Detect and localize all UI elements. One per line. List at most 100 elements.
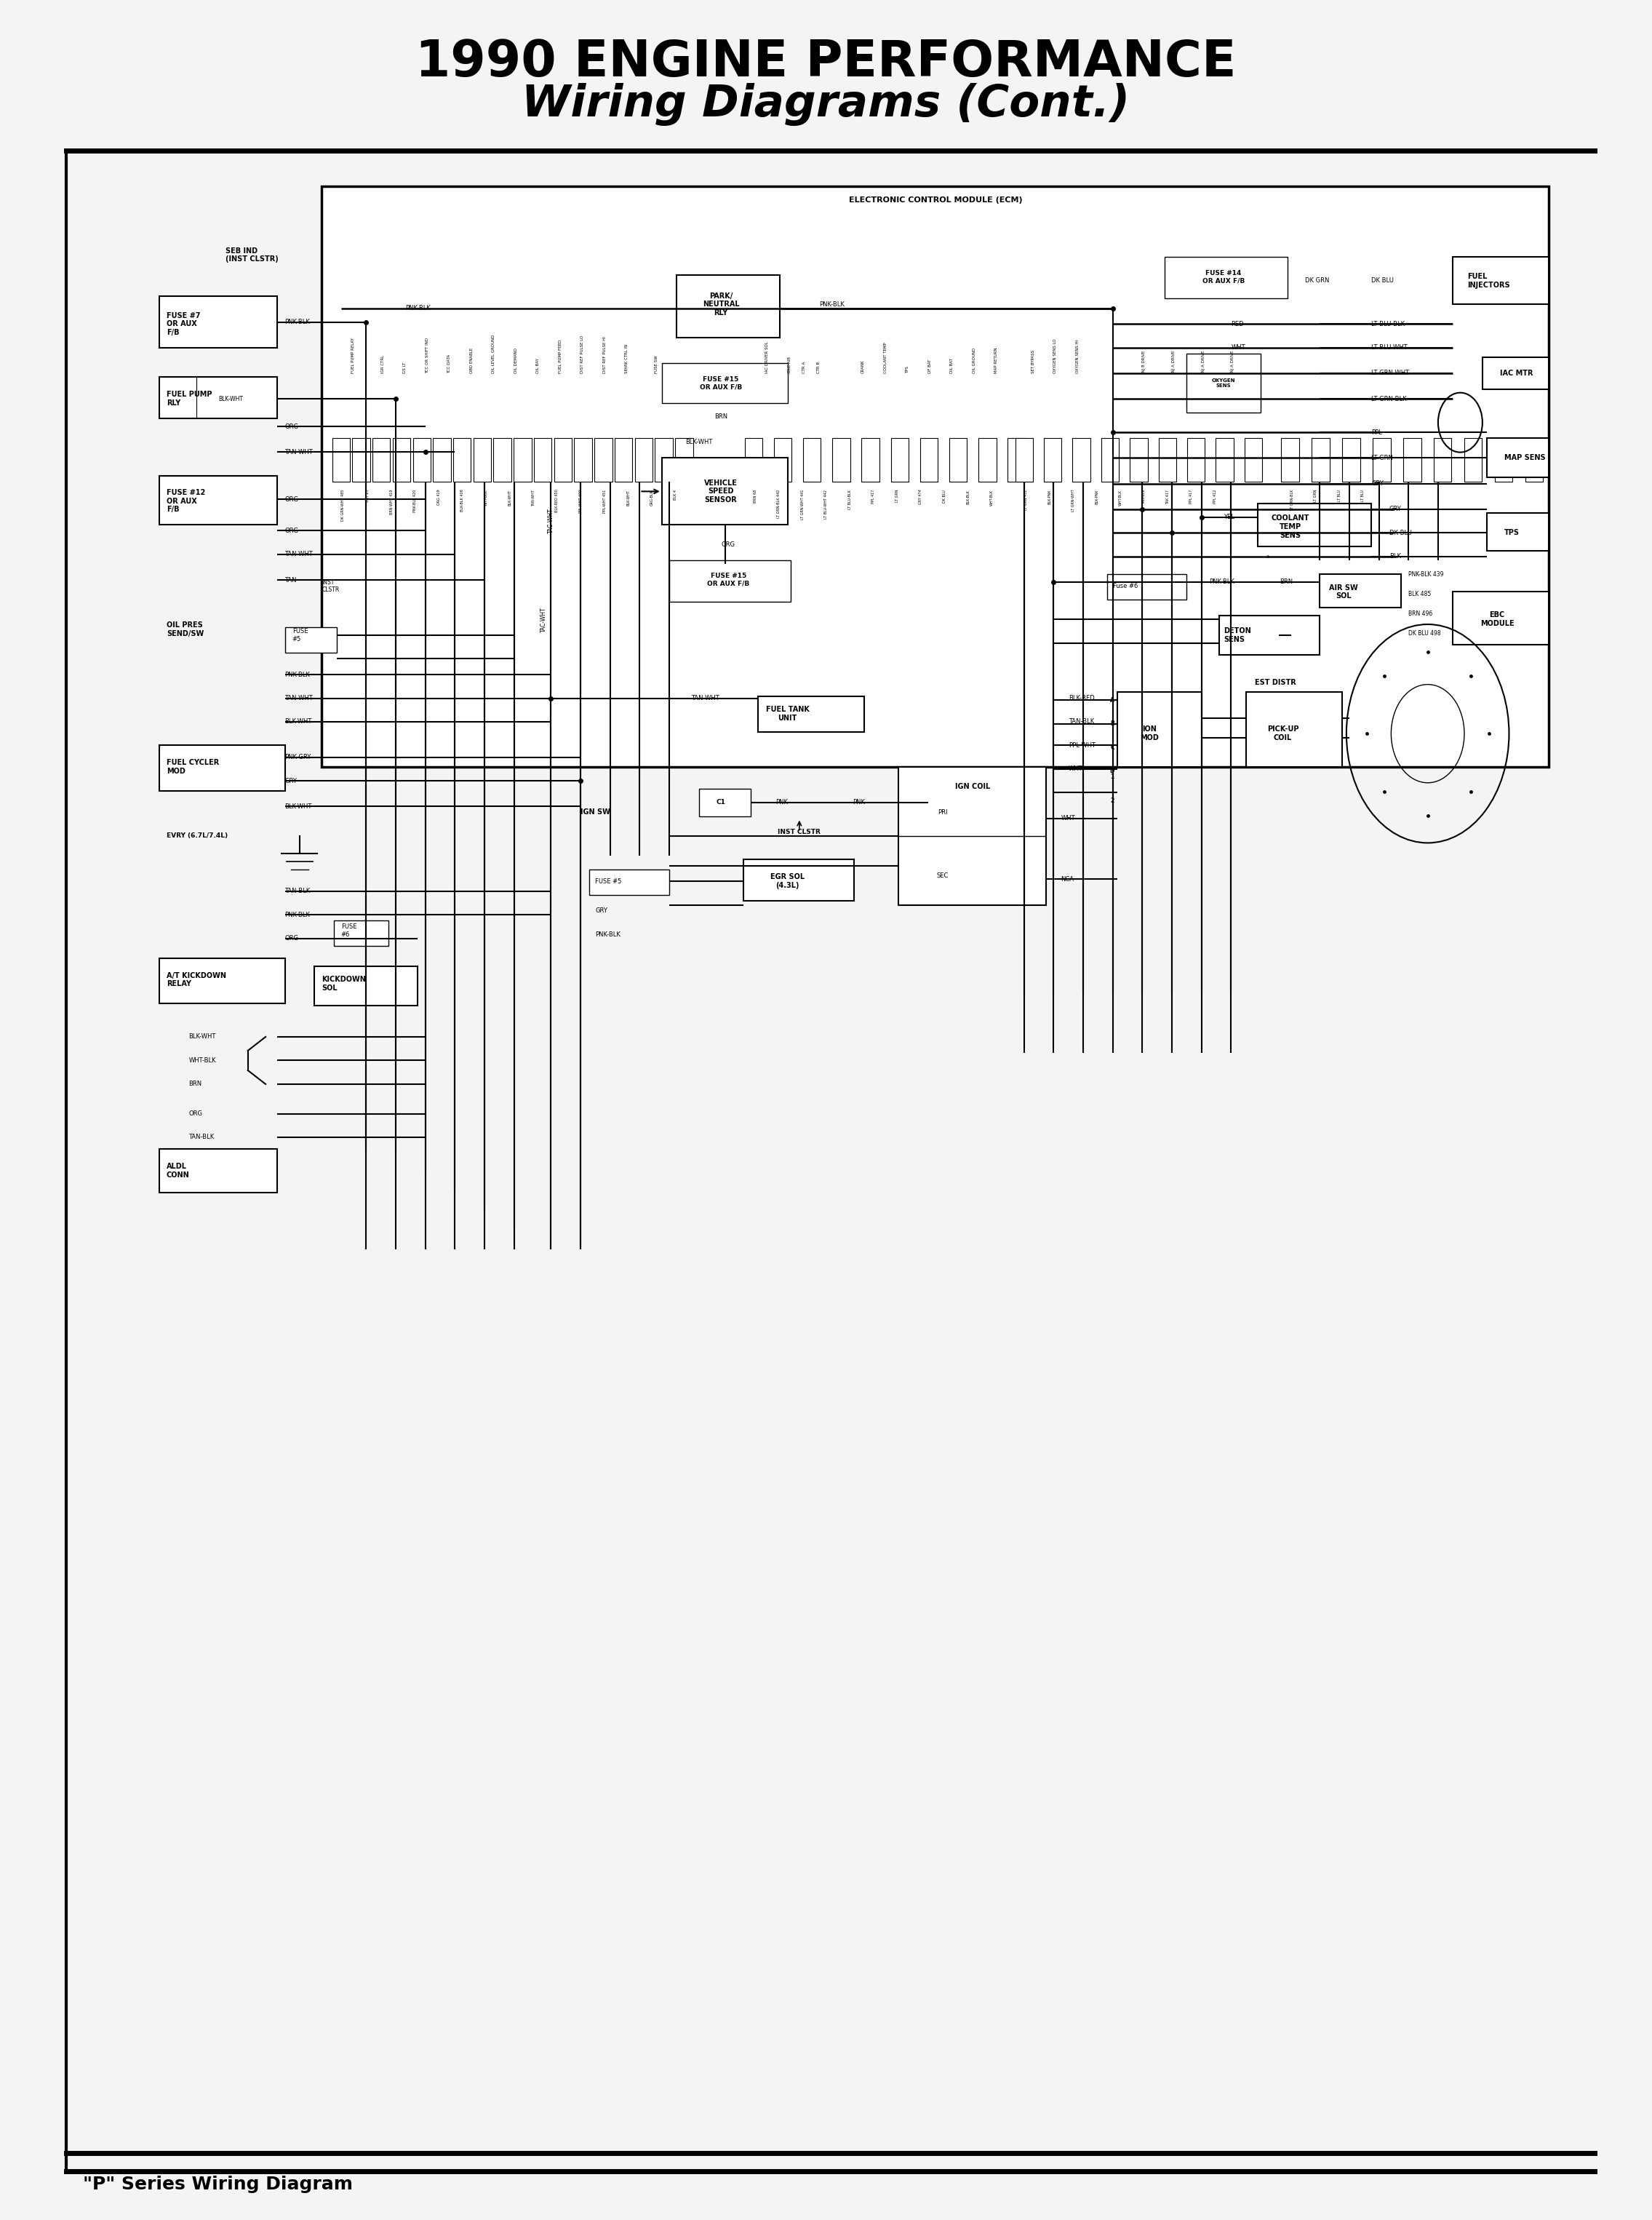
Text: TAN-WHT: TAN-WHT	[284, 448, 312, 455]
Text: WHT-BLK: WHT-BLK	[990, 488, 995, 506]
Text: GRY: GRY	[284, 777, 297, 784]
Text: DK BLU 498: DK BLU 498	[1409, 630, 1441, 637]
Text: PNK-BLK: PNK-BLK	[405, 304, 431, 311]
Text: ORG: ORG	[284, 528, 299, 535]
Text: DK GRN: DK GRN	[1305, 278, 1330, 284]
Text: SEB IND
(INST CLSTR): SEB IND (INST CLSTR)	[226, 246, 279, 262]
Text: MAP RETURN: MAP RETURN	[995, 346, 998, 373]
Bar	[743, 859, 854, 901]
Bar	[494, 437, 510, 482]
Text: BLK-WHT: BLK-WHT	[509, 488, 512, 506]
Bar	[595, 437, 613, 482]
Text: A: A	[1110, 697, 1113, 704]
Text: GS LT: GS LT	[403, 362, 406, 373]
Text: BLK-WHT: BLK-WHT	[686, 440, 712, 446]
Text: PICK-UP
COIL: PICK-UP COIL	[1267, 726, 1298, 741]
Text: ORG: ORG	[284, 424, 299, 431]
Text: WHT-BLK: WHT-BLK	[1118, 488, 1122, 506]
Text: ORG: ORG	[188, 1110, 203, 1117]
Bar	[950, 437, 966, 482]
Bar	[322, 186, 1550, 768]
Text: EGR SOL
(4.3L): EGR SOL (4.3L)	[770, 872, 805, 890]
Bar	[1464, 437, 1482, 482]
Text: AIR SW
SOL: AIR SW SOL	[1328, 584, 1358, 599]
Text: FUSE
#6: FUSE #6	[340, 924, 357, 937]
Text: ALDL
CONN: ALDL CONN	[167, 1163, 190, 1179]
Bar	[978, 437, 996, 482]
Text: GRY: GRY	[1389, 506, 1401, 513]
Text: INJ A DRIVE: INJ A DRIVE	[1201, 351, 1206, 373]
Text: OIL BAT: OIL BAT	[950, 357, 953, 373]
Bar	[1282, 437, 1298, 482]
Bar	[662, 457, 788, 524]
Text: PNK-BLK: PNK-BLK	[1209, 579, 1234, 586]
Bar	[314, 966, 418, 1006]
Text: C: C	[1110, 744, 1113, 750]
Text: SPARK CTRL IN: SPARK CTRL IN	[624, 344, 628, 373]
Text: ORG 419: ORG 419	[438, 488, 441, 506]
Bar	[1482, 357, 1550, 388]
Text: PNK-BLK: PNK-BLK	[284, 912, 311, 919]
Text: CTR A: CTR A	[803, 362, 806, 373]
Text: TAN-WHT: TAN-WHT	[692, 695, 720, 702]
Bar	[1343, 437, 1360, 482]
Bar	[575, 437, 591, 482]
Bar	[159, 959, 284, 1003]
Text: FUEL
INJECTORS: FUEL INJECTORS	[1467, 273, 1510, 289]
Text: NCA: NCA	[1061, 877, 1074, 884]
Text: KICKDOWN
SOL: KICKDOWN SOL	[322, 977, 367, 992]
Text: BRN: BRN	[188, 1081, 202, 1088]
Text: YEL: YEL	[1224, 513, 1234, 519]
Bar	[514, 437, 532, 482]
Bar	[1016, 437, 1032, 482]
Text: PPL-WHT: PPL-WHT	[1069, 741, 1095, 748]
Bar	[453, 437, 471, 482]
Text: TPS: TPS	[905, 366, 910, 373]
Text: BRN 496: BRN 496	[1409, 610, 1432, 617]
Text: PPL-WHT 451: PPL-WHT 451	[603, 488, 606, 513]
Text: WHT-BLK: WHT-BLK	[188, 1057, 216, 1063]
Bar	[1044, 437, 1062, 482]
Bar	[662, 364, 788, 402]
Text: DIST REF PULSE HI: DIST REF PULSE HI	[603, 335, 606, 373]
Text: TAN-BLK: TAN-BLK	[1069, 719, 1094, 726]
Text: FUEL PUMP FEED: FUEL PUMP FEED	[558, 340, 562, 373]
Text: VEHICLE
SPEED
SENSOR: VEHICLE SPEED SENSOR	[704, 480, 738, 504]
Text: WHT-BLK: WHT-BLK	[484, 488, 487, 506]
Text: OBD ENABLE: OBD ENABLE	[469, 349, 472, 373]
Text: TAN-BLK: TAN-BLK	[1143, 488, 1146, 504]
Bar	[920, 437, 938, 482]
Text: PNK-BLK: PNK-BLK	[284, 320, 311, 326]
Bar	[393, 437, 410, 482]
Bar	[1403, 437, 1421, 482]
Text: FUEL CYCLER
MOD: FUEL CYCLER MOD	[167, 759, 220, 775]
Text: TAC-WHT: TAC-WHT	[548, 508, 553, 533]
Text: PNK: PNK	[776, 799, 788, 806]
Text: ORG: ORG	[722, 542, 735, 548]
Text: INST CLSTR: INST CLSTR	[778, 828, 821, 835]
Text: COOLANT TEMP: COOLANT TEMP	[884, 342, 887, 373]
Text: TCC OR SHIFT IND: TCC OR SHIFT IND	[425, 337, 430, 373]
Text: DETON
SENS: DETON SENS	[1224, 628, 1251, 644]
Bar	[773, 437, 791, 482]
Bar	[553, 437, 572, 482]
Text: ORG-BLK: ORG-BLK	[649, 488, 654, 506]
Text: B: B	[1110, 722, 1113, 726]
Bar	[1246, 693, 1341, 768]
Bar	[1487, 513, 1550, 551]
Text: LT GRN: LT GRN	[1371, 455, 1393, 462]
Bar	[745, 437, 762, 482]
Bar	[634, 437, 653, 482]
Text: PARK/
NEUTRAL
RLY: PARK/ NEUTRAL RLY	[702, 293, 740, 317]
Text: FUSE #14
OR AUX F/B: FUSE #14 OR AUX F/B	[1203, 269, 1246, 284]
Bar	[1102, 437, 1118, 482]
Text: CTR B: CTR B	[818, 362, 821, 373]
Text: A/T KICKDOWN
RELAY: A/T KICKDOWN RELAY	[167, 972, 226, 988]
Text: PRI: PRI	[938, 808, 948, 815]
Text: BRN: BRN	[714, 413, 727, 420]
Text: TPS: TPS	[1505, 528, 1520, 537]
Text: BLK-RED: BLK-RED	[1069, 695, 1094, 702]
Text: OIL BAY: OIL BAY	[537, 357, 540, 373]
Text: BLK-WHT: BLK-WHT	[626, 488, 629, 506]
Text: PNK-BLK 420: PNK-BLK 420	[413, 488, 416, 513]
